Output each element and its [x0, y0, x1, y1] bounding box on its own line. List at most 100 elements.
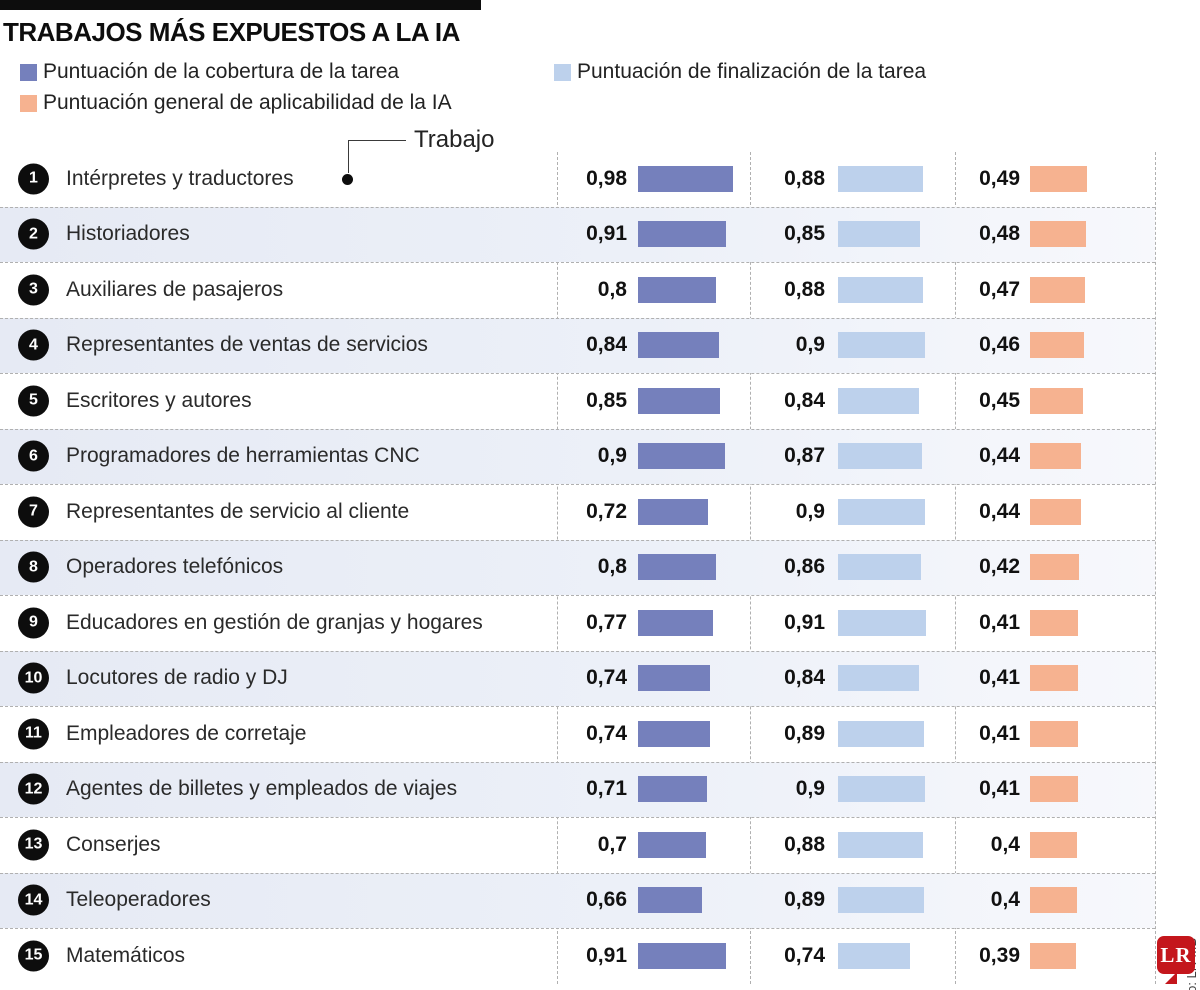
completion-bar: [838, 554, 921, 581]
completion-bar: [838, 609, 926, 636]
legend-label-completion: Puntuación de finalización de la tarea: [577, 60, 927, 83]
rank-badge: 9: [18, 607, 49, 639]
coverage-bar: [638, 443, 725, 470]
applicability-value: 0,48: [979, 222, 1020, 246]
applicability-value: 0,46: [979, 333, 1020, 357]
coverage-bar: [638, 387, 720, 414]
applicability-bar: [1030, 221, 1086, 248]
row-divider: [0, 706, 1155, 707]
applicability-bar: [1030, 332, 1084, 359]
completion-bar: [838, 887, 924, 914]
table-row: 7 Representantes de servicio al cliente 0,…: [0, 484, 1155, 540]
completion-value: 0,84: [784, 388, 825, 412]
applicability-bar: [1030, 665, 1078, 692]
legend-item-coverage: Puntuación de la cobertura de la tarea: [20, 60, 399, 84]
completion-bar: [838, 720, 924, 747]
applicability-bar: [1030, 387, 1083, 414]
rank-badge: 15: [18, 940, 49, 972]
rank-badge: 8: [18, 551, 49, 583]
table-row: 11 Empleadores de corretaje 0,74 0,89 0,41: [0, 706, 1155, 762]
job-label: Agentes de billetes y empleados de viaje…: [66, 777, 458, 801]
completion-value: 0,88: [784, 832, 825, 856]
coverage-value: 0,7: [597, 832, 627, 856]
row-divider: [0, 872, 1155, 874]
job-label: Auxiliares de pasajeros: [66, 277, 284, 301]
rank-badge: 13: [18, 829, 49, 861]
job-label: Locutores de radio y DJ: [66, 666, 288, 690]
row-divider: [0, 595, 1155, 596]
rank-badge: 6: [18, 440, 49, 472]
completion-bar: [838, 221, 920, 248]
job-label: Historiadores: [66, 222, 190, 246]
job-label: Operadores telefónicos: [66, 555, 284, 579]
legend-item-applicability: Puntuación general de aplicabilidad de l…: [20, 91, 452, 115]
job-label: Representantes de servicio al cliente: [66, 499, 410, 523]
coverage-bar: [638, 165, 733, 192]
completion-value: 0,74: [784, 943, 825, 967]
rank-badge: 10: [18, 662, 49, 694]
applicability-bar: [1030, 609, 1078, 636]
applicability-value: 0,41: [979, 610, 1020, 634]
completion-bar: [838, 665, 919, 692]
completion-bar: [838, 332, 925, 359]
rank-badge: 2: [18, 218, 49, 250]
completion-bar: [838, 387, 919, 414]
completion-value: 0,91: [784, 610, 825, 634]
table-row: 1 Intérpretes y traductores 0,98 0,88 0,49: [0, 151, 1155, 207]
completion-bar: [838, 942, 910, 969]
top-accent-bar: [0, 0, 481, 10]
applicability-bar: [1030, 942, 1076, 969]
completion-value: 0,86: [784, 555, 825, 579]
legend-label-coverage: Puntuación de la cobertura de la tarea: [43, 60, 400, 83]
coverage-value: 0,85: [586, 388, 627, 412]
applicability-value: 0,39: [979, 943, 1020, 967]
page-title: TRABAJOS MÁS EXPUESTOS A LA IA: [3, 17, 460, 47]
job-label: Programadores de herramientas CNC: [66, 444, 420, 468]
rank-badge: 11: [18, 718, 49, 750]
rank-badge: 3: [18, 274, 49, 306]
lr-logo: LR: [1157, 936, 1195, 984]
applicability-bar: [1030, 887, 1077, 914]
table-row: 13 Conserjes 0,7 0,88 0,4: [0, 817, 1155, 873]
legend-item-completion: Puntuación de finalización de la tarea: [554, 60, 926, 84]
coverage-value: 0,74: [586, 666, 627, 690]
table-row: 14 Teleoperadores 0,66 0,89 0,4: [0, 872, 1155, 928]
table-row: 3 Auxiliares de pasajeros 0,8 0,88 0,47: [0, 262, 1155, 318]
row-divider: [0, 650, 1155, 652]
job-label: Conserjes: [66, 832, 161, 856]
applicability-value: 0,44: [979, 444, 1020, 468]
completion-value: 0,88: [784, 277, 825, 301]
row-divider: [0, 317, 1155, 319]
coverage-bar: [638, 942, 726, 969]
lr-logo-text: LR: [1160, 942, 1192, 967]
rank-badge: 4: [18, 329, 49, 361]
column-divider: [1155, 152, 1156, 984]
applicability-value: 0,4: [990, 832, 1020, 856]
job-label: Matemáticos: [66, 943, 186, 967]
table-row: 2 Historiadores 0,91 0,85 0,48: [0, 206, 1155, 262]
coverage-value: 0,8: [597, 555, 627, 579]
coverage-value: 0,91: [586, 943, 627, 967]
row-divider: [0, 928, 1155, 929]
job-label: Representantes de ventas de servicios: [66, 333, 428, 357]
table-row: 6 Programadores de herramientas CNC 0,9 0,8…: [0, 428, 1155, 484]
coverage-bar: [638, 831, 706, 858]
coverage-value: 0,77: [586, 610, 627, 634]
applicability-bar: [1030, 776, 1078, 803]
completion-bar: [838, 831, 923, 858]
callout-dot-icon: [342, 174, 353, 185]
coverage-value: 0,98: [586, 166, 627, 190]
completion-bar: [838, 776, 925, 803]
completion-value: 0,89: [784, 888, 825, 912]
completion-bar: [838, 276, 923, 303]
table-row: 9 Educadores en gestión de granjas y hoga…: [0, 595, 1155, 651]
table-row: 5 Escritores y autores 0,85 0,84 0,45: [0, 373, 1155, 429]
row-divider: [0, 206, 1155, 208]
coverage-value: 0,84: [586, 333, 627, 357]
row-divider: [0, 484, 1155, 485]
job-label: Empleadores de corretaje: [66, 721, 307, 745]
completion-bar: [838, 443, 922, 470]
row-divider: [0, 373, 1155, 374]
coverage-value: 0,66: [586, 888, 627, 912]
